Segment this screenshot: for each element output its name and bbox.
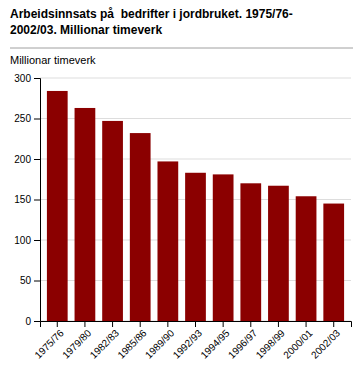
bar — [240, 183, 261, 321]
bar — [157, 161, 178, 321]
y-axis-line — [34, 79, 41, 322]
y-tick-label: 200 — [14, 154, 31, 165]
bar — [296, 196, 317, 321]
y-tick-label: 0 — [25, 316, 31, 327]
y-tick-mark — [34, 321, 40, 322]
y-tick-mark — [34, 78, 40, 79]
y-tick-label: 150 — [14, 194, 31, 205]
x-tick-label: 1975/76 — [32, 327, 66, 361]
y-tick: 100 — [14, 235, 40, 246]
separator — [10, 48, 353, 49]
y-tick-mark — [34, 200, 40, 201]
x-tick-label: 1979/80 — [60, 327, 94, 361]
bar — [130, 133, 151, 321]
y-tick: 300 — [14, 73, 40, 84]
x-tick-mark — [223, 321, 224, 327]
y-tick-label: 250 — [14, 113, 31, 124]
bars — [47, 91, 344, 321]
x-tick-label: 1996/97 — [226, 327, 260, 361]
x-tick-label: 2000/01 — [281, 327, 315, 361]
y-tick-mark — [34, 119, 40, 120]
y-tick-label: 100 — [14, 235, 31, 246]
y-tick-mark — [34, 281, 40, 282]
x-tick-label: 2002/03 — [309, 327, 343, 361]
grid-line — [40, 78, 351, 79]
x-tick-mark — [167, 321, 168, 327]
x-tick-mark — [195, 321, 196, 327]
title-line: Arbeidsinnsats på bedrifter i jordbruket… — [10, 7, 293, 21]
x-tick-mark — [57, 321, 58, 327]
y-tick: 200 — [14, 154, 40, 165]
x-tick-label: 1985/86 — [115, 327, 149, 361]
x-tick-mark — [140, 321, 141, 327]
x-tick-label: 1992/93 — [171, 327, 205, 361]
bar — [102, 121, 123, 321]
y-tick-label: 50 — [20, 275, 32, 286]
y-axis: 0 50 100 150 200 250 300 — [14, 73, 40, 327]
bar — [75, 108, 96, 321]
y-axis-label: Millionar timeverk — [10, 54, 96, 66]
x-axis-line — [41, 322, 352, 328]
x-tick-mark — [84, 321, 85, 327]
x-tick-label: 1989/90 — [143, 327, 177, 361]
title-line: 2002/03. Millionar timeverk — [10, 23, 162, 37]
x-tick: 2002/03 — [309, 321, 343, 361]
x-tick-label: 1998/99 — [254, 327, 288, 361]
x-tick-mark — [333, 321, 334, 327]
grid — [40, 78, 351, 321]
bar — [323, 204, 344, 321]
y-tick-label: 300 — [14, 73, 31, 84]
x-axis: 1975/761979/801982/831985/861989/901992/… — [32, 321, 351, 361]
y-tick: 0 — [25, 316, 40, 327]
x-tick-label: 1994/95 — [198, 327, 232, 361]
y-tick: 250 — [14, 113, 40, 124]
plot: 0501001502002503001975/761979/801982/831… — [14, 73, 351, 361]
chart-container: Arbeidsinnsats på bedrifter i jordbruket… — [0, 0, 363, 377]
y-tick: 50 — [20, 275, 40, 286]
x-tick-mark — [250, 321, 251, 327]
bar — [185, 173, 206, 321]
x-tick-mark — [306, 321, 307, 327]
x-tick-mark — [112, 321, 113, 327]
x-tick-label: 1982/83 — [88, 327, 122, 361]
y-tick-mark — [34, 159, 40, 160]
x-tick-mark — [278, 321, 279, 327]
chart: Arbeidsinnsats på bedrifter i jordbruket… — [0, 0, 363, 377]
title: Arbeidsinnsats på bedrifter i jordbruket… — [10, 7, 293, 37]
y-tick-mark — [34, 240, 40, 241]
bar — [47, 91, 68, 321]
y-tick: 150 — [14, 194, 40, 205]
bar — [213, 174, 234, 321]
bar — [268, 186, 289, 321]
